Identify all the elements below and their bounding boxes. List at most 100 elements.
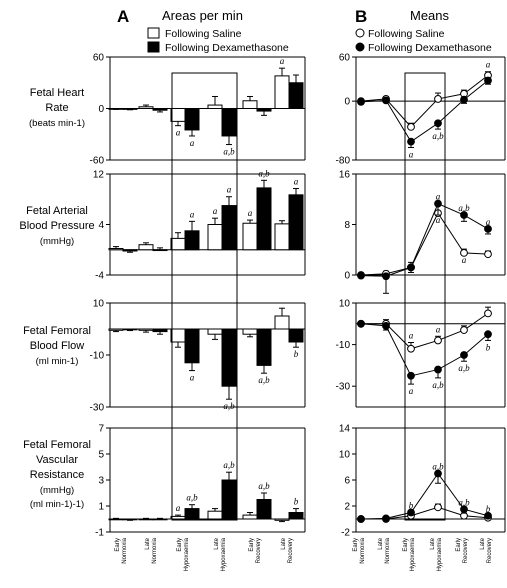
panel-a-title: Areas per min [162,8,243,23]
panel-a-heart-rate-ytick-label-0: -60 [90,156,105,167]
panel-a-femoral-flow-ytick-label-1: -10 [90,351,105,362]
panel-a-vascular-resistance-bar-saline-5 [274,518,290,521]
panel-b-blood-pressure-point-saline-4 [460,249,468,257]
row-label-2-line-1: Blood Flow [30,340,84,352]
panel-b-heart-rate-point-dexamethasone-3 [434,119,442,128]
panel-b-blood-pressure-ytick-label-1: 8 [344,220,350,231]
panel-b-femoral-flow-point-dexamethasone-0 [357,319,365,328]
panel-a-vascular-resistance-ytick-label-3: 5 [98,450,104,461]
category-label-a-2-0: Early [177,538,183,552]
row-label-3: Fetal Femoral Vascular Resistance (mmHg)… [23,439,91,510]
panel-b-blood-pressure-annotation-2: a [486,217,491,227]
panel-a-blood-pressure-bar-saline-3 [207,224,223,251]
panel-a-heart-rate-bar-saline-3 [207,104,223,109]
category-label-b-5-1: Recovery [487,538,493,563]
panel-b-femoral-flow-point-dexamethasone-3 [434,365,442,374]
legend-a-swatch-saline [147,27,160,39]
plot-a-femoral-flow: -30 -10 10 a a,b a,b b [90,299,306,414]
legend-a-label-dexamethasone: Following Dexamethasone [165,42,289,54]
panel-a-letter: A [117,7,129,26]
hypoxaemia-box-a [171,72,238,521]
panel-a-heart-rate-annotation-2: a,b [223,147,235,157]
legend-b-label-dexamethasone: Following Dexamethasone [368,42,492,54]
panel-a-femoral-flow-bar-dexamethasone-4 [256,328,272,366]
panel-a-blood-pressure-bar-saline-4 [242,222,258,251]
category-label-a-1-1: Normoxia [152,537,158,563]
category-label-a-1-0: Late [145,537,151,549]
panel-a-vascular-resistance-annotation-3: a,b [258,481,270,491]
legend-a-swatch-dexamethasone [147,41,160,53]
row-label-0-line-0: Fetal Heart [30,87,84,99]
category-labels-b: Early Normoxia Late Normoxia Early Hypoxaemia… [353,537,493,571]
panel-b-vascular-resistance-ytick-label-4: 14 [339,424,351,435]
panel-b-blood-pressure-annotation-0: a [436,192,441,202]
plot-a-vascular-resistance: -1 1 3 5 7 a a,b a,b a,b b [95,424,306,539]
panel-b-femoral-flow-line-saline [361,312,489,350]
panel-a-blood-pressure-annotation-0: a [190,209,195,219]
panel-b-blood-pressure-annotation-3: a [436,215,441,225]
panel-b-heart-rate-ytick-label-1: 0 [344,97,350,108]
plot-a-blood-pressure: -4 4 12 a a a a,b a a [93,168,306,282]
panel-b-vascular-resistance-point-saline-3 [434,503,442,512]
panel-a-blood-pressure-bar-saline-1 [138,244,154,251]
panel-a-femoral-flow-annotation-3: b [294,349,299,359]
panel-a-blood-pressure-annotation-3: a,b [258,168,270,178]
panel-b-heart-rate-point-dexamethasone-2 [407,137,415,146]
panel-a-femoral-flow-bar-saline-4 [242,328,258,335]
category-label-a-5-0: Late [281,537,287,549]
panel-a-blood-pressure-annotation-1: a [213,206,218,216]
panel-b-vascular-resistance-point-dexamethasone-2 [407,508,415,517]
panel-b-heart-rate-point-saline-2 [407,122,415,131]
category-labels-a: Early Normoxia Late Normoxia Early Hypoxaemia… [115,537,294,571]
category-label-b-0-1: Normoxia [360,537,366,563]
panel-a-heart-rate-bar-dexamethasone-0 [122,108,138,110]
panel-b-heart-rate-annotation-2: a [409,149,414,159]
panel-b-blood-pressure-annotation-1: a,b [458,203,470,213]
panel-a-femoral-flow-bar-saline-1 [138,328,154,331]
panel-a-heart-rate-bar-dexamethasone-5 [288,82,304,109]
panel-b-femoral-flow-line-dexamethasone [360,323,489,377]
panel-b-vascular-resistance-ytick-label-3: 10 [339,450,351,461]
panel-a-blood-pressure-annotation-4: a [248,208,253,218]
panel-a-heart-rate-ytick-label-1: 0 [98,104,104,115]
panel-b-blood-pressure-point-dexamethasone-2 [407,263,415,272]
panel-a-blood-pressure-ytick-label-1: 4 [98,220,104,231]
row-label-2-unit-0: (ml min-1) [36,356,79,367]
panel-b-heart-rate-ytick-label-2: 60 [339,53,351,64]
panel-a-heart-rate-bar-saline-2 [170,108,186,122]
panel-a-vascular-resistance-bar-dexamethasone-4 [256,499,272,520]
panel-b-blood-pressure-ytick-label-0: 0 [344,271,350,282]
panel-b-femoral-flow-annotation-2: a [409,386,414,396]
panel-a-blood-pressure-bar-saline-2 [170,237,186,251]
panel-a-femoral-flow-bar-dexamethasone-5 [288,328,304,343]
category-label-b-3-1: Hypoxaemia [437,537,443,571]
panel-a-blood-pressure-annotation-2: a [227,185,232,195]
panel-b-femoral-flow-point-saline-5 [484,309,492,318]
panel-b-vascular-resistance-line-saline [361,506,489,520]
panel-a-blood-pressure-bar-saline-0 [108,247,124,251]
panel-b-vascular-resistance-annotation-3: b [486,504,491,514]
plot-b-femoral-flow: -30 -10 10 a a a a,b a,b b [336,299,506,408]
panel-b-vascular-resistance-point-dexamethasone-5 [484,511,492,520]
panel-a-femoral-flow-bar-saline-0 [108,328,124,331]
row-label-2-line-0: Fetal Femoral [23,325,91,337]
panel-b-femoral-flow-annotation-3: a,b [432,380,444,390]
panel-b-heart-rate-annotation-0: a [486,60,491,70]
panel-a-femoral-flow-annotation-0: a [190,373,195,383]
panel-a-vascular-resistance-bar-dexamethasone-3 [221,479,237,520]
row-label-3-line-1: Vascular [36,454,78,466]
panel-a-vascular-resistance-annotation-2: a,b [223,460,235,470]
panel-a-heart-rate-bar-dexamethasone-1 [152,108,168,111]
category-label-b-3-0: Late [430,537,436,549]
panel-b-heart-rate-annotation-1: a,b [432,131,444,141]
panel-b-femoral-flow-point-dexamethasone-1 [382,321,390,330]
category-label-a-4-0: Early [249,538,255,552]
panel-a-vascular-resistance-ytick-label-1: 1 [98,502,104,513]
panel-a-vascular-resistance-annotation-1: a,b [186,493,198,503]
hypoxaemia-box-b [404,72,446,521]
panel-b-blood-pressure-point-saline-5 [484,250,492,259]
panel-b-femoral-flow-ytick-label-2: 10 [339,299,351,310]
panel-a-vascular-resistance-ytick-label-2: 3 [98,476,104,487]
panel-b-blood-pressure-line-saline [360,212,489,276]
